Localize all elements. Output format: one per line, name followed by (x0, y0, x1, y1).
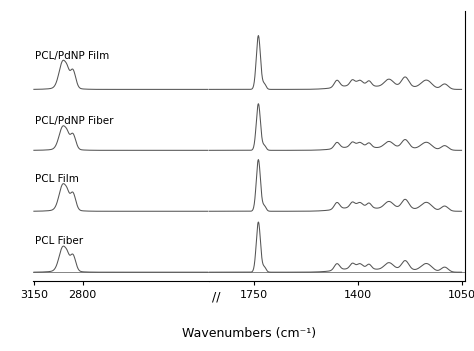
Text: Wavenumbers (cm⁻¹): Wavenumbers (cm⁻¹) (182, 327, 316, 340)
Text: PCL/PdNP Film: PCL/PdNP Film (35, 51, 109, 61)
Text: PCL Film: PCL Film (35, 174, 79, 184)
Text: //: // (212, 290, 220, 303)
Text: PCL/PdNP Fiber: PCL/PdNP Fiber (35, 116, 113, 126)
Text: PCL Fiber: PCL Fiber (35, 237, 82, 246)
